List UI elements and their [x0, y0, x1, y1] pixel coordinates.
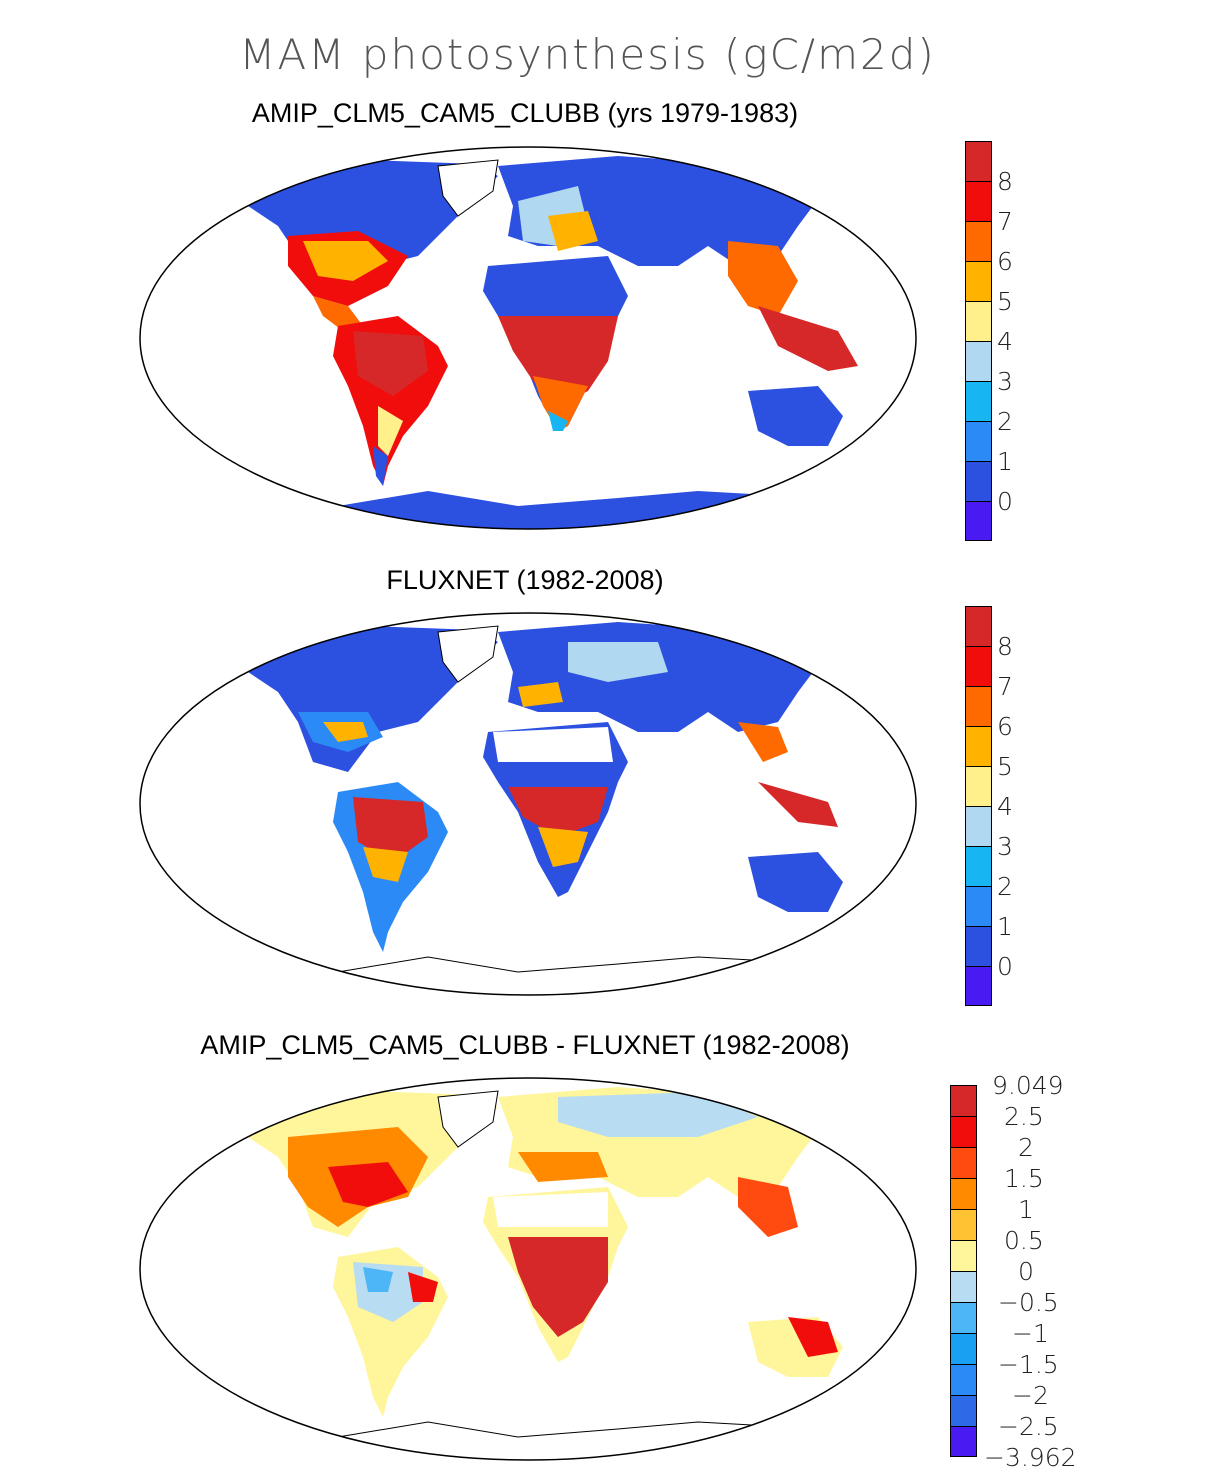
panel-3-label-neg-2-5: −2.5	[998, 1412, 1059, 1441]
panel-1-swatch-0	[965, 141, 992, 182]
panel-2-map	[139, 612, 917, 996]
panel-3-map	[139, 1077, 917, 1461]
panel-2-swatch-4	[965, 766, 992, 807]
panel-3-swatch-2	[950, 1147, 977, 1179]
panel-1-map	[139, 146, 917, 530]
panel-3-label-max: 9.049	[992, 1071, 1064, 1100]
panel-3-swatch-8	[950, 1333, 977, 1365]
panel-2-swatch-2	[965, 686, 992, 727]
panel-1-label-2: 2	[997, 407, 1013, 436]
panel-1-label-4: 4	[997, 327, 1013, 356]
panel-3-label-0-5: 0.5	[1004, 1226, 1044, 1255]
panel-3-label-neg-0-5: −0.5	[998, 1288, 1059, 1317]
panel-1-label-5: 5	[997, 287, 1013, 316]
panel-3-title: AMIP_CLM5_CAM5_CLUBB - FLUXNET (1982-200…	[200, 1030, 850, 1060]
panel-2-swatch-5	[965, 806, 992, 847]
panel-3-label-neg-2: −2	[1012, 1381, 1049, 1410]
panel-1-title: AMIP_CLM5_CAM5_CLUBB (yrs 1979-1983)	[251, 98, 799, 128]
panel-2-colorbar: 8 7 6 5 4 3 2 1 0	[965, 606, 1085, 1006]
panel-1-label-6: 6	[997, 247, 1013, 276]
panel-3-swatch-6	[950, 1271, 977, 1303]
panel-3-swatch-4	[950, 1209, 977, 1241]
panel-3-label-neg-1-5: −1.5	[998, 1350, 1059, 1379]
panel-1-label-0: 0	[997, 487, 1013, 516]
figure-title: MAM photosynthesis (gC/m2d)	[239, 30, 936, 79]
panel-3-swatch-3	[950, 1178, 977, 1210]
panel-1-swatch-9	[965, 501, 992, 541]
panel-2-swatch-8	[965, 926, 992, 967]
panel-3-swatch-1	[950, 1116, 977, 1148]
panel-3-swatch-0	[950, 1085, 977, 1117]
panel-2-swatch-1	[965, 646, 992, 687]
panel-3-label-min: −3.962	[984, 1443, 1077, 1472]
panel-2-swatch-0	[965, 606, 992, 647]
panel-2-label-6: 6	[997, 712, 1013, 741]
panel-1-colorbar: 8 7 6 5 4 3 2 1 0	[965, 141, 1085, 541]
panel-1-label-1: 1	[997, 447, 1013, 476]
panel-3-label-2-5: 2.5	[1004, 1102, 1044, 1131]
panel-1-swatch-3	[965, 261, 992, 302]
panel-1-swatch-4	[965, 301, 992, 342]
panel-2-title: FLUXNET (1982-2008)	[386, 565, 664, 595]
panel-1-label-3: 3	[997, 367, 1013, 396]
panel-3-label-0: 0	[1018, 1257, 1034, 1286]
panel-2-label-3: 3	[997, 832, 1013, 861]
panel-3-swatch-5	[950, 1240, 977, 1272]
panel-3-swatch-7	[950, 1302, 977, 1334]
panel-3-label-neg-1: −1	[1012, 1319, 1049, 1348]
panel-2-swatch-7	[965, 886, 992, 927]
panel-3-label-1: 1	[1018, 1195, 1034, 1224]
panel-1-label-7: 7	[997, 207, 1013, 236]
panel-2-swatch-6	[965, 846, 992, 887]
panel-3-label-1-5: 1.5	[1004, 1164, 1044, 1193]
panel-3-label-2: 2	[1018, 1133, 1034, 1162]
panel-3-swatch-10	[950, 1395, 977, 1427]
panel-1-label-8: 8	[997, 167, 1013, 196]
panel-1-swatch-2	[965, 221, 992, 262]
panel-2-swatch-3	[965, 726, 992, 767]
panel-1-swatch-7	[965, 421, 992, 462]
panel-1-swatch-5	[965, 341, 992, 382]
panel-1-swatch-1	[965, 181, 992, 222]
panel-2-label-7: 7	[997, 672, 1013, 701]
panel-3-colorbar: 9.049 2.5 2 1.5 1 0.5 0 −0.5 −1 −1.5 −2 …	[950, 1073, 1110, 1470]
panel-1-swatch-8	[965, 461, 992, 502]
panel-2-label-2: 2	[997, 872, 1013, 901]
panel-2-label-1: 1	[997, 912, 1013, 941]
panel-2-label-4: 4	[997, 792, 1013, 821]
panel-3-swatch-9	[950, 1364, 977, 1396]
panel-3-swatch-11	[950, 1426, 977, 1457]
panel-2-label-8: 8	[997, 632, 1013, 661]
panel-2-swatch-9	[965, 966, 992, 1006]
panel-2-label-5: 5	[997, 752, 1013, 781]
panel-1-swatch-6	[965, 381, 992, 422]
panel-2-label-0: 0	[997, 952, 1013, 981]
